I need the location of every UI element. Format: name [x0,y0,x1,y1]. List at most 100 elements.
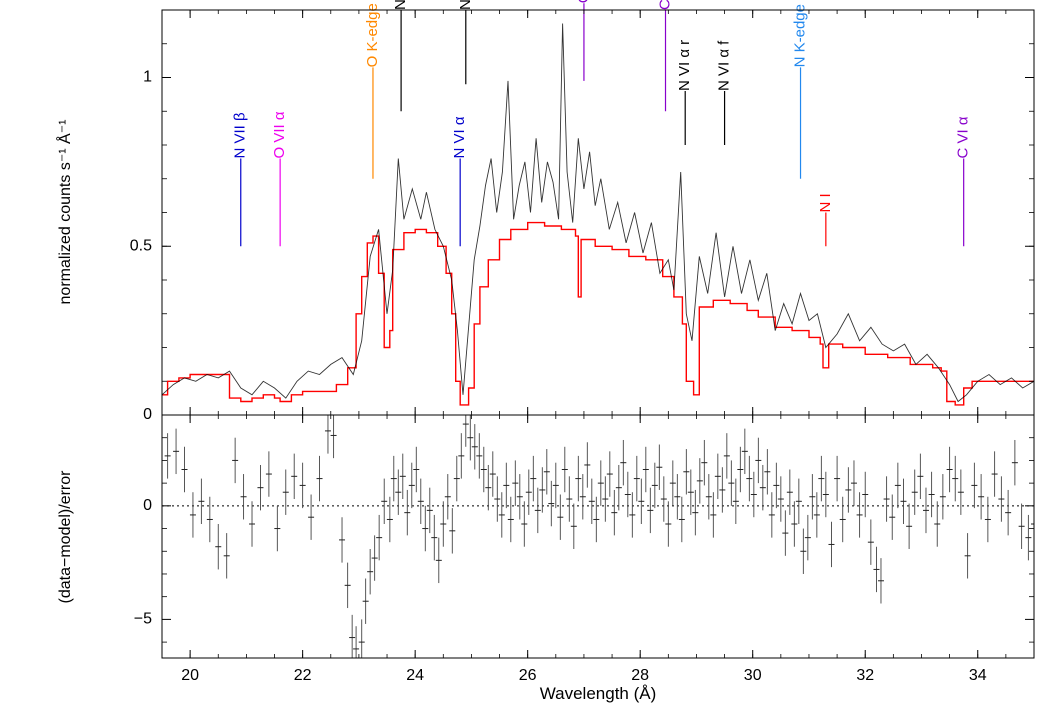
residual-point-20 [330,415,337,459]
residual-point-128 [822,471,829,518]
bottom-y-tick-label-0: −5 [134,611,152,628]
residual-point-108 [732,478,739,525]
residual-point-57 [503,462,510,509]
residual-point-38 [417,478,424,525]
annotation-label-10: N K-edge [791,4,808,67]
annotation-label-0: N VII β [232,112,249,159]
residual-point-16 [299,462,306,509]
residual-point-117 [773,462,780,509]
residual-point-72 [570,503,577,549]
residual-point-37 [413,446,420,493]
residual-point-149 [939,474,946,520]
residual-point-155 [978,474,985,520]
residual-point-24 [353,626,360,658]
line-annotations: N VII β O VII α O K-edge N VI γ N VI α N VI β… [232,0,972,247]
x-tick-label-7: 34 [969,667,987,684]
residual-point-14 [282,469,289,515]
residual-point-151 [952,455,959,502]
residual-point-21 [339,517,346,563]
residual-point-161 [1018,503,1025,549]
residual-point-63 [530,455,537,502]
residual-point-10 [249,501,256,547]
residual-point-146 [922,487,929,534]
residual-point-4 [198,478,205,525]
residual-point-106 [723,433,730,479]
residual-point-153 [964,533,971,579]
annotation-label-12: C VI α [955,116,972,158]
x-tick-label-0: 20 [181,667,199,684]
residual-point-29 [376,514,383,561]
residual-point-140 [889,494,896,540]
residual-point-3 [189,492,196,538]
residual-point-47 [458,433,465,479]
bottom-y-tick-label-1: 0 [143,497,152,514]
residual-point-118 [777,476,784,522]
annotation-label-4: N VI α [451,116,468,158]
residual-point-85 [629,492,636,538]
residual-point-6 [215,524,222,570]
residual-point-40 [426,487,433,534]
residual-point-147 [928,471,935,518]
residual-point-54 [489,451,496,497]
residual-point-79 [602,476,609,522]
residual-point-69 [557,494,564,540]
residual-point-80 [606,451,613,497]
residual-point-103 [710,492,717,538]
residual-point-150 [946,446,953,493]
residual-point-51 [476,433,483,479]
residual-point-100 [696,458,703,504]
residual-point-89 [647,487,654,534]
annotation-label-1: O VII α [271,111,288,158]
residual-point-110 [741,428,748,475]
residual-point-62 [525,469,532,515]
annotation-label-2: O K-edge [364,3,381,67]
residual-point-73 [575,455,582,502]
residual-point-113 [755,437,762,484]
model-spectrum-line [162,221,1034,406]
bottom-y-axis-label: (data−model)/error [57,470,74,604]
residual-point-139 [883,476,890,522]
residual-point-1 [173,428,180,475]
residual-point-160 [1011,439,1018,486]
residual-point-93 [665,501,672,547]
residual-point-124 [804,514,811,561]
residual-point-90 [651,462,658,509]
residual-point-129 [828,521,835,568]
residual-point-11 [257,464,264,511]
residual-point-2 [181,446,188,493]
residual-point-42 [435,537,442,584]
top-y-tick-label-2: 1 [143,69,152,86]
residual-point-162 [1025,514,1032,561]
annotation-label-8: N VI α r [676,40,693,91]
residual-point-119 [782,510,789,556]
residual-point-132 [845,467,852,513]
residual-point-36 [408,462,415,509]
top-panel: N VII β O VII α O K-edge N VI γ N VI α N VI β… [55,0,1035,423]
residual-point-98 [687,469,694,515]
residual-point-114 [759,464,766,511]
residual-point-76 [588,478,595,525]
x-tick-label-4: 28 [631,667,649,684]
top-y-ticks: 00.51 [130,43,1034,423]
residual-point-82 [615,464,622,511]
residual-point-39 [422,505,429,552]
residual-point-60 [516,474,523,520]
residual-point-26 [362,578,369,624]
residual-point-27 [367,548,374,595]
residual-point-58 [507,496,514,543]
x-tick-label-5: 30 [744,667,762,684]
residual-point-22 [344,562,351,609]
residual-point-94 [669,460,676,506]
residual-point-88 [642,446,649,493]
residual-point-120 [786,469,793,515]
residual-point-157 [991,451,998,497]
residual-point-141 [894,462,901,509]
residual-point-136 [867,519,874,565]
residual-point-0 [164,433,171,479]
residual-point-96 [678,496,685,543]
residual-point-35 [404,489,411,536]
residual-point-156 [984,496,991,543]
residual-point-148 [934,501,941,547]
residual-point-134 [856,492,863,538]
residual-point-135 [862,471,869,518]
